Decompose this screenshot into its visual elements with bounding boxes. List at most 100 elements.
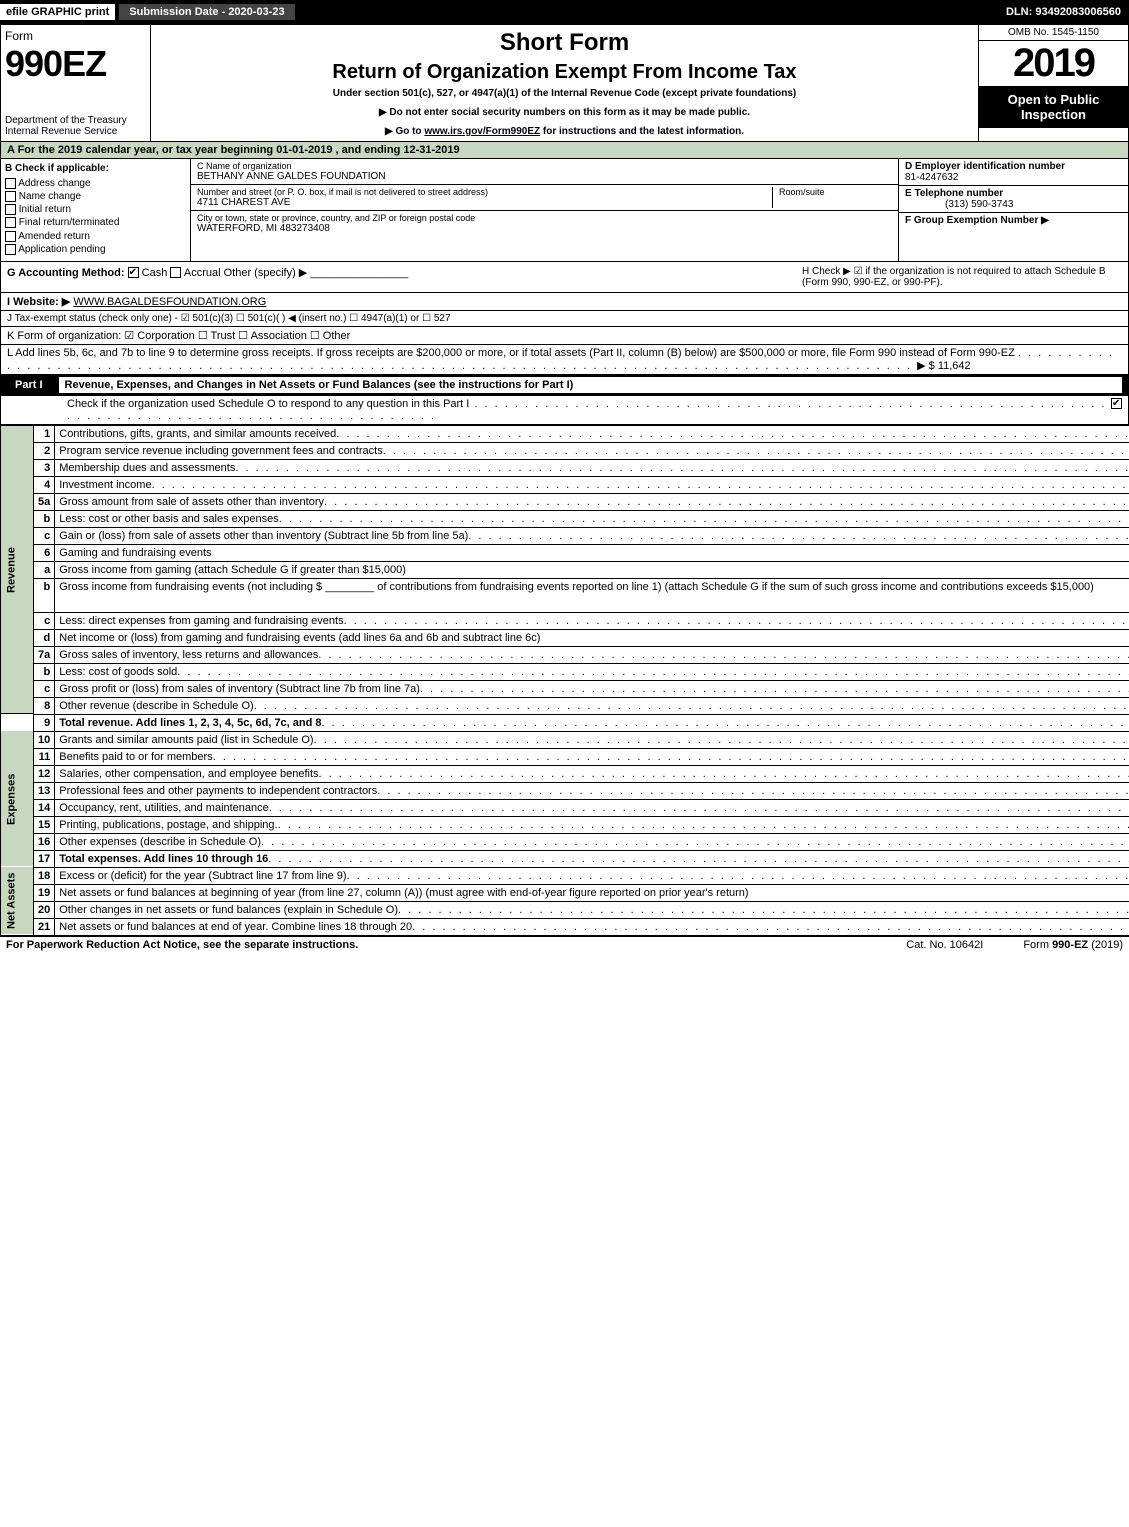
other-label: Other (specify) ▶ [224, 267, 308, 279]
room-suite: Room/suite [772, 187, 892, 208]
tax-year: 2019 [979, 41, 1128, 86]
check-label: Initial return [19, 204, 71, 215]
efile-label[interactable]: efile GRAPHIC print [0, 4, 115, 20]
goto-instructions: ▶ Go to www.irs.gov/Form990EZ for instru… [155, 126, 974, 137]
line-7c-num: c [34, 680, 55, 697]
j-tax-exempt-row: J Tax-exempt status (check only one) - ☑… [0, 311, 1129, 327]
l-gross-receipts-row: L Add lines 5b, 6c, and 7b to line 9 to … [0, 345, 1129, 375]
room-label: Room/suite [779, 187, 892, 197]
line-13-num: 13 [34, 782, 55, 799]
short-form-title: Short Form [155, 29, 974, 57]
l-text: L Add lines 5b, 6c, and 7b to line 9 to … [7, 347, 1015, 359]
form-ref: Form 990-EZ (2019) [1023, 939, 1123, 951]
i-website-row: I Website: ▶ WWW.BAGALDESFOUNDATION.ORG [0, 293, 1129, 311]
line-6b-num: b [34, 578, 55, 612]
revenue-end [1, 714, 34, 731]
check-amended-return[interactable]: Amended return [5, 231, 186, 242]
line-10-desc: Grants and similar amounts paid (list in… [59, 734, 313, 746]
f-group-exemption: F Group Exemption Number ▶ [899, 213, 1128, 228]
check-name-change[interactable]: Name change [5, 191, 186, 202]
cash-checkbox[interactable] [128, 267, 139, 278]
c-city-label: City or town, state or province, country… [197, 213, 892, 223]
line-4-desc: Investment income [59, 479, 151, 491]
line-5b-desc: Less: cost or other basis and sales expe… [59, 513, 279, 525]
goto-prefix: ▶ Go to [385, 126, 424, 137]
row-a-tax-year: A For the 2019 calendar year, or tax yea… [0, 142, 1129, 159]
f-label: F Group Exemption Number ▶ [905, 215, 1049, 226]
part-title: Revenue, Expenses, and Changes in Net As… [59, 377, 1122, 393]
c-address-block: Number and street (or P. O. box, if mail… [191, 185, 898, 211]
line-9-num: 9 [34, 714, 55, 731]
net-assets-label: Net Assets [1, 867, 34, 935]
part-1-header: Part I Revenue, Expenses, and Changes in… [0, 375, 1129, 396]
schedule-o-checkbox[interactable] [1111, 398, 1122, 422]
line-21-num: 21 [34, 918, 55, 935]
c-street-label: Number and street (or P. O. box, if mail… [197, 187, 488, 197]
accrual-checkbox[interactable] [170, 267, 181, 278]
line-13-desc: Professional fees and other payments to … [59, 785, 377, 797]
line-6d-num: d [34, 629, 55, 646]
cat-no: Cat. No. 10642I [906, 939, 983, 951]
omb-number: OMB No. 1545-1150 [979, 25, 1128, 41]
line-20-desc: Other changes in net assets or fund bala… [59, 904, 398, 916]
check-label: Amended return [18, 231, 90, 242]
d-label: D Employer identification number [905, 161, 1065, 172]
line-17-num: 17 [34, 850, 55, 867]
line-15-desc: Printing, publications, postage, and shi… [59, 819, 277, 831]
line-7b-desc: Less: cost of goods sold [59, 666, 177, 678]
header-right: OMB No. 1545-1150 2019 Open to Public In… [978, 25, 1128, 141]
line-5a-desc: Gross amount from sale of assets other t… [59, 496, 324, 508]
irs-link[interactable]: www.irs.gov/Form990EZ [424, 126, 540, 137]
revenue-label: Revenue [1, 425, 34, 714]
line-3-num: 3 [34, 459, 55, 476]
check-final-return[interactable]: Final return/terminated [5, 217, 186, 228]
ssn-warning: ▶ Do not enter social security numbers o… [155, 107, 974, 118]
l-arrow: ▶ [917, 360, 925, 372]
line-18-num: 18 [34, 867, 55, 884]
line-14-desc: Occupancy, rent, utilities, and maintena… [59, 802, 269, 814]
header-mid: Short Form Return of Organization Exempt… [151, 25, 978, 141]
d-ein-block: D Employer identification number 81-4247… [899, 159, 1128, 186]
irs-label: Internal Revenue Service [5, 126, 146, 137]
check-initial-return[interactable]: Initial return [5, 204, 186, 215]
line-20-num: 20 [34, 901, 55, 918]
part-1-sub: Check if the organization used Schedule … [0, 396, 1129, 425]
c-org-info: C Name of organization BETHANY ANNE GALD… [191, 159, 898, 261]
lines-table: Revenue 1 Contributions, gifts, grants, … [0, 425, 1129, 936]
expenses-label: Expenses [1, 731, 34, 867]
form-number: 990EZ [5, 43, 146, 85]
line-6c-desc: Less: direct expenses from gaming and fu… [59, 615, 343, 627]
dln: DLN: 93492083006560 [998, 4, 1129, 20]
e-phone-block: E Telephone number (313) 590-3743 [899, 186, 1128, 213]
check-address-change[interactable]: Address change [5, 178, 186, 189]
phone-value: (313) 590-3743 [905, 199, 1013, 210]
line-2-num: 2 [34, 442, 55, 459]
g-label: G Accounting Method: [7, 267, 125, 279]
line-10-num: 10 [34, 731, 55, 748]
line-21-desc: Net assets or fund balances at end of ye… [59, 921, 412, 933]
line-8-num: 8 [34, 697, 55, 714]
line-6b-desc-1: Gross income from fundraising events (no… [55, 578, 1129, 595]
c-city-block: City or town, state or province, country… [191, 211, 898, 236]
section-b: B Check if applicable: Address change Na… [0, 159, 1129, 262]
l-value: $ 11,642 [929, 360, 971, 372]
check-application-pending[interactable]: Application pending [5, 244, 186, 255]
form-header: Form 990EZ Department of the Treasury In… [0, 24, 1129, 142]
cash-label: Cash [142, 267, 168, 279]
line-6-num: 6 [34, 544, 55, 561]
ein-value: 81-4247632 [905, 172, 958, 183]
org-city: WATERFORD, MI 483273408 [197, 223, 892, 234]
website-value[interactable]: WWW.BAGALDESFOUNDATION.ORG [73, 296, 266, 308]
line-7b-num: b [34, 663, 55, 680]
goto-suffix: for instructions and the latest informat… [540, 126, 744, 137]
form-word: Form [5, 29, 146, 43]
line-17-desc: Total expenses. Add lines 10 through 16 [59, 853, 268, 865]
line-19-num: 19 [34, 884, 55, 901]
line-6a-num: a [34, 561, 55, 578]
i-label: I Website: ▶ [7, 296, 70, 308]
line-6c-num: c [34, 612, 55, 629]
line-6-desc: Gaming and fundraising events [55, 544, 1129, 561]
d-e-f-column: D Employer identification number 81-4247… [898, 159, 1128, 261]
line-2-desc: Program service revenue including govern… [59, 445, 382, 457]
g-h-row: G Accounting Method: Cash Accrual Other … [0, 262, 1129, 293]
